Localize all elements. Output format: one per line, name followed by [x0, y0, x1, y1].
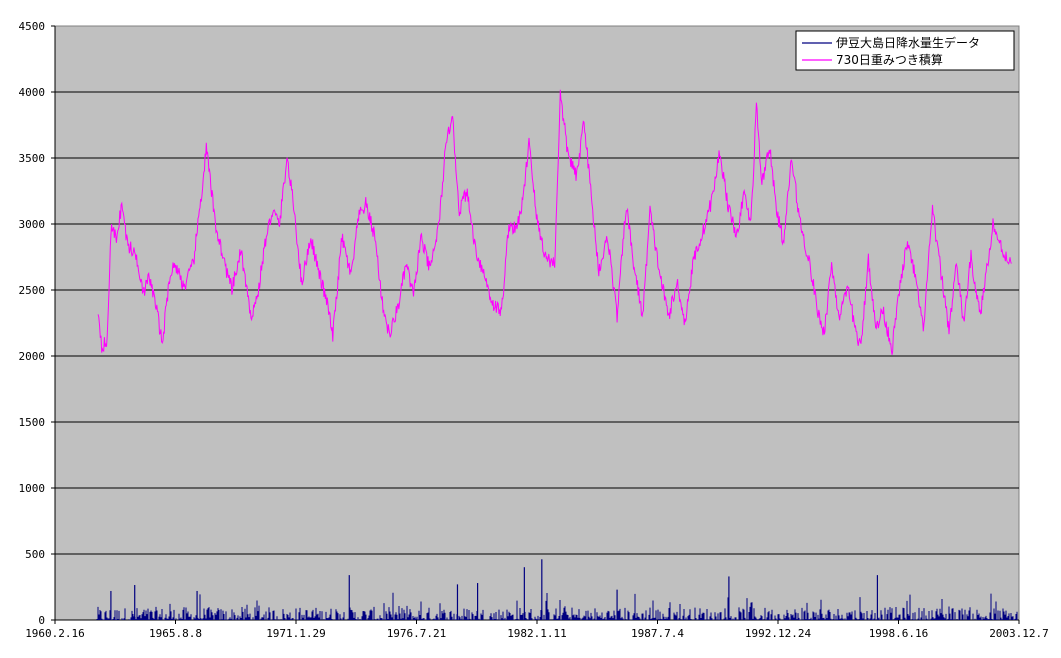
y-tick-label: 3500 — [19, 152, 46, 165]
x-tick-label: 1992.12.24 — [745, 627, 812, 640]
legend-label: 伊豆大島日降水量生データ — [836, 35, 980, 50]
x-tick-label: 1971.1.29 — [266, 627, 326, 640]
y-tick-label: 1000 — [19, 482, 46, 495]
y-tick-label: 2000 — [19, 350, 46, 363]
series-weighted-line — [97, 89, 1012, 355]
x-tick-label: 1987.7.4 — [631, 627, 684, 640]
x-tick-label: 1960.2.16 — [25, 627, 85, 640]
series-daily-bars — [96, 559, 1018, 620]
y-tick-label: 3000 — [19, 218, 46, 231]
y-tick-label: 4500 — [19, 20, 46, 33]
y-tick-label: 0 — [38, 614, 45, 627]
y-tick-label: 4000 — [19, 86, 46, 99]
y-tick-label: 500 — [25, 548, 45, 561]
x-tick-label: 1982.1.11 — [507, 627, 567, 640]
x-tick-label: 2003.12.7 — [989, 627, 1049, 640]
legend: 伊豆大島日降水量生データ 730日重みつき積算 — [795, 30, 1015, 71]
plot-area — [54, 25, 1020, 621]
legend-box — [795, 30, 1015, 71]
y-tick-label: 1500 — [19, 416, 46, 429]
x-tick-label: 1998.6.16 — [869, 627, 929, 640]
x-tick-label: 1965.8.8 — [149, 627, 202, 640]
legend-label: 730日重みつき積算 — [836, 52, 943, 67]
x-tick-label: 1976.7.21 — [387, 627, 447, 640]
y-tick-label: 2500 — [19, 284, 46, 297]
